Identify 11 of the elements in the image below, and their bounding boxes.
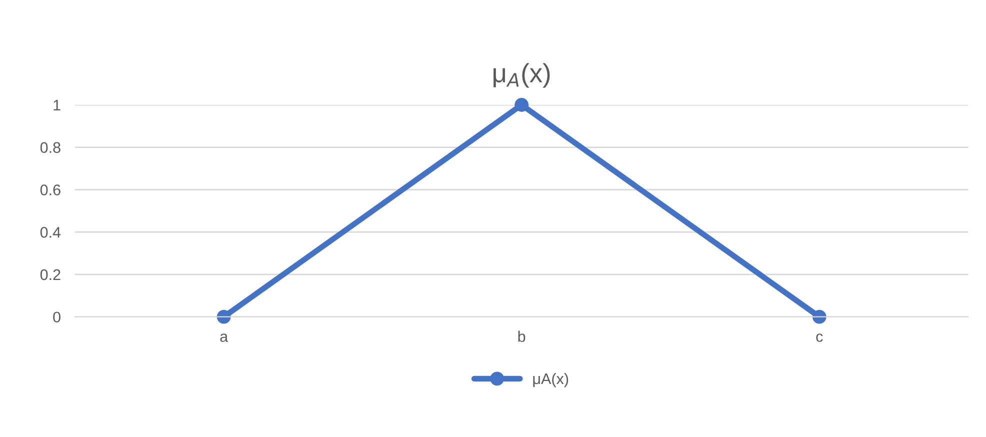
y-tick-label: 1	[54, 100, 60, 110]
y-tick-label: 0.4	[40, 226, 61, 238]
x-tick-label: c	[816, 334, 823, 342]
y-tick-label: 0	[53, 312, 60, 323]
legend-label: μA(x)	[533, 372, 568, 388]
chart-title: μ$_{A}$(x)	[494, 63, 550, 88]
y-tick-label: 0.8	[40, 142, 60, 153]
y-tick-label: 0.2	[40, 269, 60, 280]
x-tick-label: a	[220, 334, 228, 342]
y-tick-label: 0.6	[40, 184, 60, 196]
x-tick-label: b	[518, 330, 526, 342]
